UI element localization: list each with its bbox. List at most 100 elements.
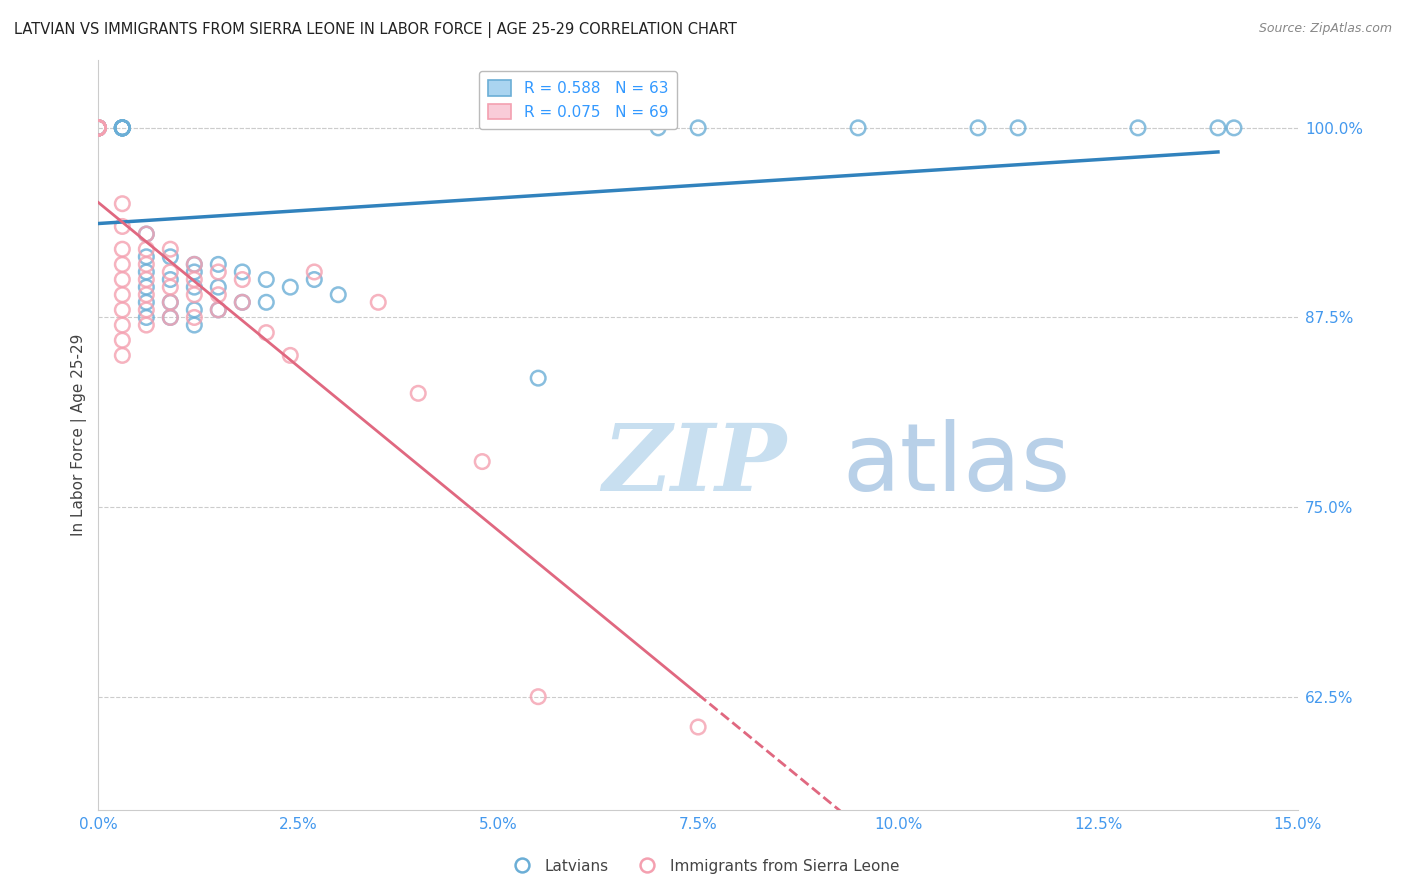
Point bbox=[254, 326, 277, 340]
Point bbox=[183, 310, 205, 325]
Point bbox=[87, 120, 110, 135]
Point bbox=[135, 287, 157, 301]
Text: ZIP: ZIP bbox=[602, 420, 786, 510]
Point bbox=[328, 287, 350, 301]
Point bbox=[135, 227, 157, 241]
Point bbox=[688, 120, 710, 135]
Point bbox=[159, 280, 181, 294]
Point bbox=[207, 287, 229, 301]
Point bbox=[87, 120, 110, 135]
Point bbox=[183, 257, 205, 271]
Point bbox=[87, 120, 110, 135]
Point bbox=[87, 120, 110, 135]
Point bbox=[111, 272, 134, 286]
Point bbox=[231, 295, 253, 310]
Point bbox=[87, 120, 110, 135]
Point bbox=[111, 242, 134, 256]
Text: Source: ZipAtlas.com: Source: ZipAtlas.com bbox=[1258, 22, 1392, 36]
Point bbox=[111, 120, 134, 135]
Point bbox=[111, 120, 134, 135]
Point bbox=[207, 302, 229, 317]
Point bbox=[87, 120, 110, 135]
Point bbox=[159, 242, 181, 256]
Point bbox=[278, 348, 301, 362]
Point bbox=[87, 120, 110, 135]
Legend: R = 0.588   N = 63, R = 0.075   N = 69: R = 0.588 N = 63, R = 0.075 N = 69 bbox=[479, 71, 678, 129]
Point bbox=[135, 318, 157, 332]
Point bbox=[1223, 120, 1246, 135]
Point bbox=[471, 454, 494, 468]
Point bbox=[87, 120, 110, 135]
Point bbox=[111, 120, 134, 135]
Point bbox=[527, 690, 550, 704]
Point bbox=[1206, 120, 1229, 135]
Y-axis label: In Labor Force | Age 25-29: In Labor Force | Age 25-29 bbox=[72, 334, 87, 536]
Point bbox=[406, 386, 429, 401]
Point bbox=[111, 120, 134, 135]
Point bbox=[159, 265, 181, 279]
Point bbox=[135, 250, 157, 264]
Point bbox=[1126, 120, 1149, 135]
Point bbox=[135, 280, 157, 294]
Point bbox=[87, 120, 110, 135]
Point bbox=[159, 295, 181, 310]
Point bbox=[87, 120, 110, 135]
Legend: Latvians, Immigrants from Sierra Leone: Latvians, Immigrants from Sierra Leone bbox=[501, 853, 905, 880]
Point bbox=[527, 371, 550, 385]
Point bbox=[967, 120, 990, 135]
Point bbox=[135, 272, 157, 286]
Text: LATVIAN VS IMMIGRANTS FROM SIERRA LEONE IN LABOR FORCE | AGE 25-29 CORRELATION C: LATVIAN VS IMMIGRANTS FROM SIERRA LEONE … bbox=[14, 22, 737, 38]
Point bbox=[183, 302, 205, 317]
Point bbox=[87, 120, 110, 135]
Point bbox=[183, 318, 205, 332]
Point bbox=[254, 272, 277, 286]
Point bbox=[111, 120, 134, 135]
Point bbox=[111, 120, 134, 135]
Point bbox=[111, 348, 134, 362]
Point bbox=[159, 310, 181, 325]
Point bbox=[231, 295, 253, 310]
Point bbox=[135, 310, 157, 325]
Point bbox=[87, 120, 110, 135]
Point bbox=[183, 280, 205, 294]
Point bbox=[304, 265, 326, 279]
Point bbox=[87, 120, 110, 135]
Point bbox=[111, 302, 134, 317]
Text: atlas: atlas bbox=[842, 419, 1070, 511]
Point bbox=[688, 720, 710, 734]
Point bbox=[183, 257, 205, 271]
Point bbox=[135, 242, 157, 256]
Point bbox=[207, 302, 229, 317]
Point bbox=[231, 265, 253, 279]
Point bbox=[111, 120, 134, 135]
Point bbox=[111, 333, 134, 347]
Point bbox=[135, 295, 157, 310]
Point bbox=[87, 120, 110, 135]
Point bbox=[159, 295, 181, 310]
Point bbox=[183, 265, 205, 279]
Point bbox=[159, 310, 181, 325]
Point bbox=[111, 287, 134, 301]
Point bbox=[87, 120, 110, 135]
Point bbox=[1007, 120, 1029, 135]
Point bbox=[111, 120, 134, 135]
Point bbox=[111, 257, 134, 271]
Point bbox=[87, 120, 110, 135]
Point bbox=[278, 280, 301, 294]
Point bbox=[111, 318, 134, 332]
Point bbox=[87, 120, 110, 135]
Point bbox=[254, 295, 277, 310]
Point bbox=[207, 280, 229, 294]
Point bbox=[207, 265, 229, 279]
Point bbox=[111, 120, 134, 135]
Point bbox=[135, 265, 157, 279]
Point bbox=[647, 120, 669, 135]
Point bbox=[135, 302, 157, 317]
Point bbox=[304, 272, 326, 286]
Point bbox=[183, 287, 205, 301]
Point bbox=[135, 227, 157, 241]
Point bbox=[111, 196, 134, 211]
Point bbox=[183, 272, 205, 286]
Point bbox=[111, 219, 134, 234]
Point bbox=[367, 295, 389, 310]
